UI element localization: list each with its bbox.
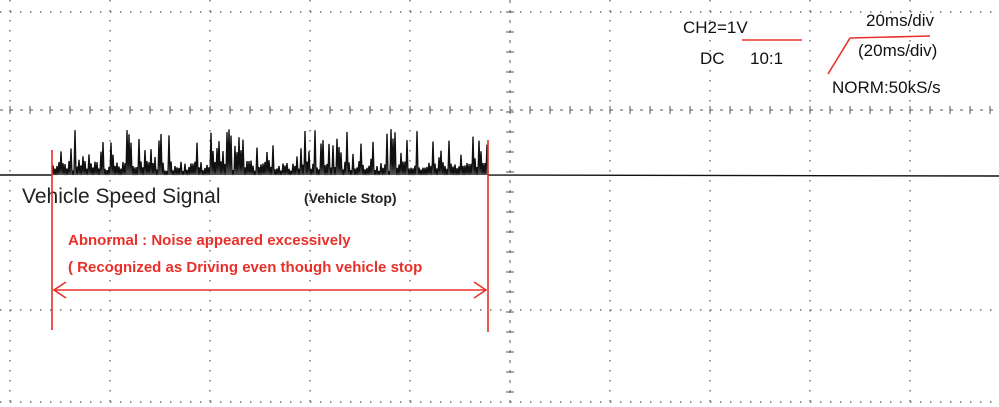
probe-ratio: 10:1 bbox=[750, 49, 783, 68]
abnormal-note: Abnormal : Noise appeared excessively bbox=[68, 232, 351, 249]
acquisition-mode: NORM:50kS/s bbox=[832, 78, 941, 97]
channel-setting: CH2=1V bbox=[683, 18, 748, 37]
signal-trace bbox=[0, 129, 999, 176]
highlight-stroke bbox=[850, 36, 930, 38]
timebase-detail: (20ms/div) bbox=[858, 41, 937, 60]
signal-state: (Vehicle Stop) bbox=[304, 190, 397, 206]
driving-note: ( Recognized as Driving even though vehi… bbox=[68, 259, 422, 276]
timebase: 20ms/div bbox=[866, 11, 935, 30]
highlight-stroke bbox=[828, 38, 850, 74]
scope-screen: CH2=1V DC 10:1 20ms/div (20ms/div) NORM:… bbox=[0, 0, 999, 407]
coupling: DC bbox=[700, 49, 725, 68]
